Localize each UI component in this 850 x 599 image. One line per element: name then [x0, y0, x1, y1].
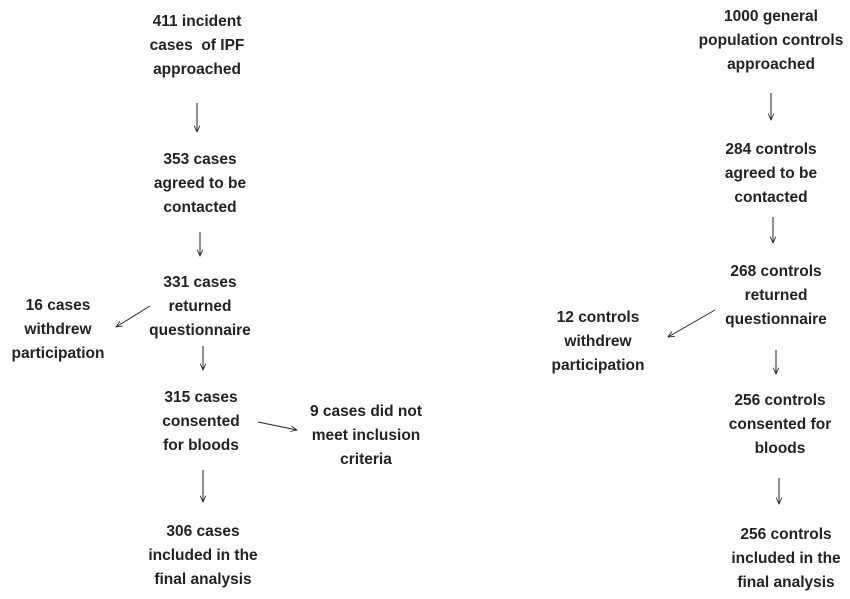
node-text: returned	[169, 298, 232, 315]
node-text: 256 controls	[734, 392, 825, 409]
node-text: 16 cases	[26, 297, 91, 314]
flow-node: 9 cases did not meet inclusion criteria	[310, 403, 422, 468]
flow-node: 306 cases included in the final analysis	[148, 523, 258, 588]
node-text: 331 cases	[163, 274, 236, 291]
node-text: agreed to be	[725, 165, 818, 182]
node-text: 411 incident	[153, 13, 242, 30]
node-text: 315 cases	[164, 389, 237, 406]
node-text: 12 controls	[557, 309, 640, 326]
flow-node: 12 controls withdrew participation	[551, 309, 644, 374]
flow-node: 353 cases agreed to be contacted	[154, 151, 247, 216]
node-text: questionnaire	[725, 311, 827, 328]
node-text: 306 cases	[166, 523, 239, 540]
node-text: population controls	[699, 32, 844, 49]
node-text: withdrew	[563, 333, 632, 350]
node-text: questionnaire	[149, 322, 251, 339]
node-text: participation	[551, 357, 644, 374]
node-text: consented for	[729, 416, 831, 433]
node-text: withdrew	[23, 321, 92, 338]
flow-node: 331 cases returned questionnaire	[149, 274, 251, 339]
node-text: consented	[162, 413, 240, 430]
node-text: 353 cases	[163, 151, 236, 168]
flow-node: 256 controls included in the final analysi…	[731, 526, 841, 591]
flow-node: 411 incident cases of IPF approached	[150, 13, 245, 78]
node-text: agreed to be	[154, 175, 247, 192]
flow-node: 256 controls consented for bloods	[729, 392, 831, 457]
arrows	[116, 93, 779, 504]
node-text: participation	[11, 345, 104, 362]
flow-node: 284 controls agreed to be contacted	[725, 141, 818, 206]
flow-node: 268 controls returned questionnaire	[725, 263, 827, 328]
node-text: included in the	[148, 547, 258, 564]
node-text: contacted	[163, 199, 236, 216]
arrow	[668, 309, 716, 337]
node-text: bloods	[755, 440, 806, 457]
node-text: meet inclusion	[312, 427, 421, 444]
node-text: 9 cases did not	[310, 403, 422, 420]
flow-node: 1000 general population controls approache…	[699, 8, 844, 73]
node-text: final analysis	[737, 574, 834, 591]
node-text: 268 controls	[730, 263, 821, 280]
arrow	[257, 421, 297, 430]
node-text: returned	[745, 287, 808, 304]
node-text: included in the	[731, 550, 841, 567]
flow-node: 315 cases consented for bloods	[162, 389, 240, 454]
node-text: final analysis	[154, 571, 251, 588]
node-text: approached	[153, 61, 241, 78]
node-text: 284 controls	[725, 141, 816, 158]
node-text: criteria	[340, 451, 392, 468]
node-text: for bloods	[163, 437, 239, 454]
flow-node: 16 cases withdrew participation	[11, 297, 104, 362]
node-text: approached	[727, 56, 815, 73]
node-text: contacted	[734, 189, 807, 206]
arrow	[116, 305, 151, 327]
node-text: 256 controls	[740, 526, 831, 543]
node-text: cases of IPF	[150, 37, 245, 54]
node-text: 1000 general	[724, 8, 818, 25]
